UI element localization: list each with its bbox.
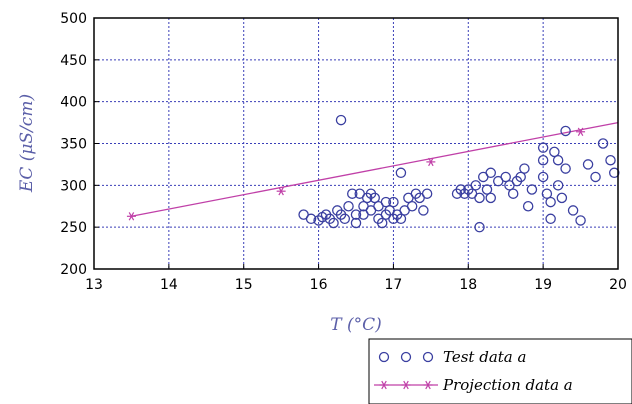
test-data-point <box>474 192 485 204</box>
test-data-point <box>485 192 496 204</box>
y-axis-label: EC (μS/cm) <box>17 94 37 193</box>
test-data-point <box>395 167 407 179</box>
test-data-point <box>545 213 556 225</box>
test-data-point <box>519 163 530 174</box>
test-data-point <box>609 167 620 179</box>
test-data-point <box>305 213 317 225</box>
projection-series <box>126 121 619 221</box>
test-data-point <box>350 217 362 229</box>
legend-symbol-test-data <box>378 351 434 363</box>
test-data-point <box>541 188 553 199</box>
legend-label-test-data: Test data a <box>443 348 526 366</box>
legend-circle-marker <box>378 351 390 363</box>
legend-star-marker <box>423 380 433 390</box>
projection-marker <box>126 212 136 221</box>
test-data-point <box>481 184 493 195</box>
test-data-point <box>406 200 418 212</box>
test-data-point <box>597 138 609 149</box>
test-data-series <box>298 114 620 233</box>
x-tick-label: 14 <box>160 277 178 293</box>
test-data-point <box>556 192 568 204</box>
legend-circle-marker <box>422 351 434 363</box>
test-data-point <box>421 188 433 199</box>
test-data-point <box>552 180 564 191</box>
y-tick-label: 500 <box>60 11 87 27</box>
y-tick-label: 350 <box>60 137 87 153</box>
test-data-point <box>335 114 347 126</box>
test-data-point <box>515 171 526 183</box>
test-data-point <box>526 184 538 195</box>
projection-line <box>131 121 619 217</box>
y-tick-label: 300 <box>60 178 87 194</box>
test-data-point <box>474 221 485 233</box>
x-tick-label: 13 <box>85 277 103 293</box>
test-data-point <box>560 125 571 137</box>
x-tick-label: 16 <box>310 277 328 293</box>
test-data-point <box>376 217 388 229</box>
test-data-point <box>537 154 549 166</box>
y-tick-label: 400 <box>60 95 87 111</box>
y-tick-label: 450 <box>60 53 87 69</box>
y-tick-label: 200 <box>60 262 87 278</box>
projection-marker <box>576 127 586 136</box>
test-data-point <box>582 159 594 170</box>
test-data-point <box>339 213 351 225</box>
test-data-point <box>380 196 392 208</box>
x-axis-label: T (°C) <box>330 315 382 335</box>
test-data-point <box>575 215 586 226</box>
grid <box>94 18 618 269</box>
x-tick-label: 19 <box>534 277 552 293</box>
legend-star-marker <box>401 380 411 390</box>
legend-symbol-projection-data <box>374 380 438 390</box>
test-data-point <box>567 205 579 216</box>
test-data-point <box>369 192 380 204</box>
test-data-point <box>545 196 556 208</box>
test-data-point <box>470 180 482 191</box>
test-data-point <box>388 196 399 208</box>
test-data-point <box>350 209 362 220</box>
test-data-point <box>418 205 429 216</box>
test-data-point <box>590 171 601 183</box>
test-data-point <box>507 188 519 199</box>
legend-box <box>368 338 632 404</box>
test-data-point <box>522 200 534 212</box>
test-data-point <box>537 142 549 153</box>
legend: Test data a Projection data a <box>368 338 632 404</box>
y-tick-label: 250 <box>60 220 87 236</box>
test-data-point <box>328 217 339 229</box>
test-data-point <box>395 213 407 225</box>
legend-circle-marker <box>400 351 412 363</box>
projection-marker <box>276 186 286 196</box>
x-tick-label: 17 <box>385 277 403 293</box>
test-data-point <box>549 146 560 158</box>
test-data-point <box>347 188 358 199</box>
x-tick-label: 18 <box>459 277 477 293</box>
x-tick-label: 15 <box>235 277 253 293</box>
test-data-point <box>500 171 511 183</box>
test-data-point <box>313 215 324 226</box>
axes: 13 14 15 16 17 18 19 20 200 250 300 350 400 450 500 <box>60 11 627 293</box>
test-data-point <box>560 163 571 174</box>
test-data-point <box>537 171 549 183</box>
x-tick-label: 20 <box>609 277 627 293</box>
projection-marker <box>426 157 436 167</box>
test-data-point <box>485 167 496 179</box>
legend-star-marker <box>379 380 389 390</box>
test-data-point <box>343 200 354 212</box>
test-data-point <box>605 154 616 166</box>
legend-label-projection-data: Projection data a <box>442 376 573 394</box>
test-data-point <box>552 154 564 166</box>
